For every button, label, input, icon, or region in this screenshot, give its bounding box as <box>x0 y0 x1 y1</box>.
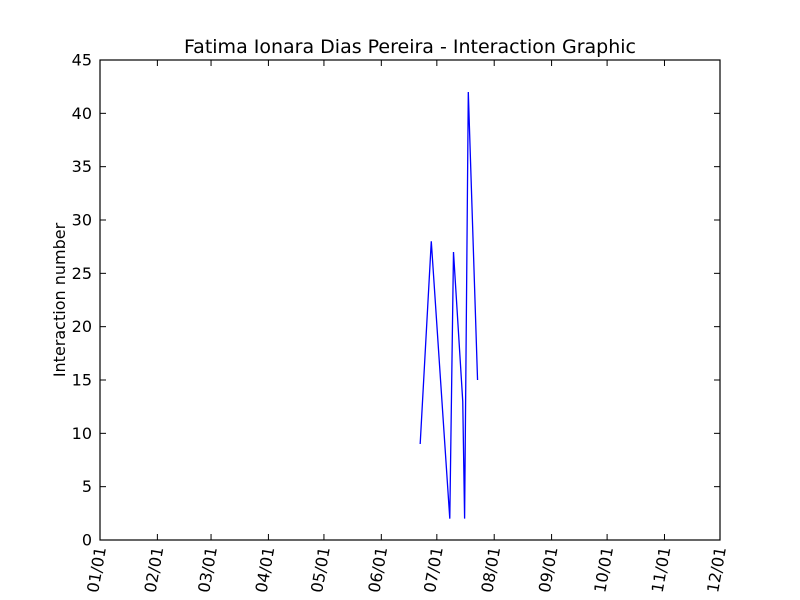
x-tick-label: 01/01 <box>83 545 110 594</box>
y-tick-label: 40 <box>72 104 92 123</box>
y-tick-label: 20 <box>72 317 92 336</box>
x-tick-label: 08/01 <box>477 545 504 594</box>
y-tick-label: 15 <box>72 371 92 390</box>
x-tick-label: 11/01 <box>648 545 675 594</box>
y-tick-label: 35 <box>72 157 92 176</box>
x-tick-label: 02/01 <box>141 545 168 594</box>
x-tick-label: 10/01 <box>590 545 617 594</box>
x-tick-label: 04/01 <box>252 545 279 594</box>
series-line <box>419 91 479 519</box>
x-tick-label: 12/01 <box>703 545 730 594</box>
x-tick-label: 07/01 <box>420 545 447 594</box>
y-tick-label: 0 <box>82 531 92 550</box>
plot-area: 0 5 10 15 20 25 30 35 40 45 01/01 02/01 03/01 04/01 05… <box>72 51 730 595</box>
y-tick-label: 10 <box>72 424 92 443</box>
y-tick-label: 5 <box>82 477 92 496</box>
y-axis-label: Interaction number <box>50 222 69 377</box>
chart-title: Fatima Ionara Dias Pereira - Interaction… <box>184 36 636 58</box>
x-tick-label: 09/01 <box>535 545 562 594</box>
y-tick-label: 25 <box>72 264 92 283</box>
y-tick-label: 30 <box>72 211 92 230</box>
plot-frame <box>99 59 721 541</box>
x-tick-label: 05/01 <box>307 545 334 594</box>
y-tick-label: 45 <box>72 51 92 70</box>
x-tick-label: 03/01 <box>194 545 221 594</box>
x-tick-label: 06/01 <box>365 545 392 594</box>
